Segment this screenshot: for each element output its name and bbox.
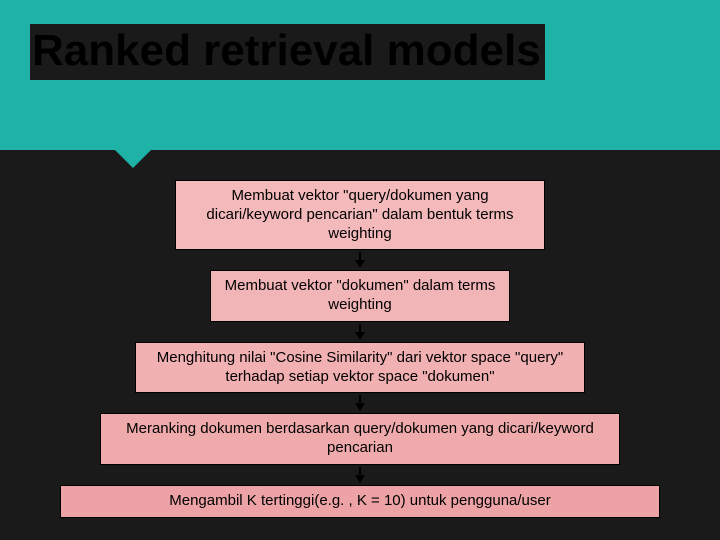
arrow-down-icon (355, 324, 365, 340)
slide: Ranked retrieval models Membuat vektor "… (0, 0, 720, 540)
flow-box-2: Membuat vektor "dokumen" dalam terms wei… (210, 270, 510, 322)
arrow-down-icon (355, 467, 365, 483)
flow-box-4: Meranking dokumen berdasarkan query/doku… (100, 413, 620, 465)
flowchart: Membuat vektor "query/dokumen yang dicar… (0, 180, 720, 518)
slide-title: Ranked retrieval models (30, 24, 545, 80)
arrow-down-icon (355, 252, 365, 268)
flow-box-1: Membuat vektor "query/dokumen yang dicar… (175, 180, 545, 250)
header-notch-icon (115, 150, 151, 168)
flow-box-5: Mengambil K tertinggi(e.g. , K = 10) unt… (60, 485, 660, 518)
arrow-down-icon (355, 395, 365, 411)
flow-box-3: Menghitung nilai "Cosine Similarity" dar… (135, 342, 585, 394)
